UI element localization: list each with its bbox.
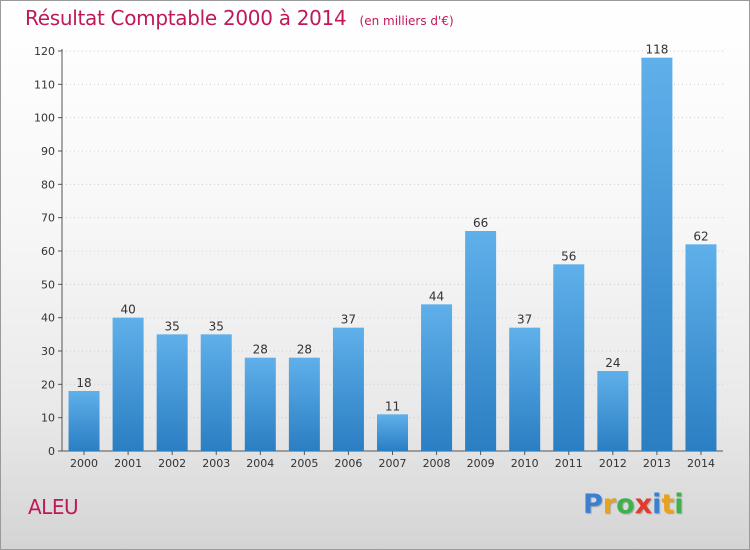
x-tick-label: 2004 [246,457,274,470]
x-tick-label: 2009 [467,457,495,470]
y-tick-label: 10 [41,412,55,425]
chart-title: Résultat Comptable 2000 à 2014 (en milli… [25,6,454,30]
y-tick-label: 30 [41,345,55,358]
bar-2003 [200,334,232,451]
x-tick-label: 2007 [379,457,407,470]
bar-value-label: 18 [76,376,91,390]
x-tick-label: 2010 [511,457,539,470]
y-tick-label: 100 [34,112,55,125]
labels: 0 10 20 30 40 50 60 70 80 90 100 110 120 18 2000 40 2001… [34,43,715,470]
bar-2000 [68,391,100,451]
bar-2004 [244,357,276,451]
x-tick-label: 2002 [158,457,186,470]
bar-2013 [641,57,673,452]
x-tick-label: 2001 [114,457,142,470]
y-tick-label: 40 [41,312,55,325]
bar-2014 [685,244,717,451]
bar-2008 [421,304,453,451]
proxiti-logo: Proxiti [583,489,684,520]
x-tick-label: 2006 [334,457,362,470]
bar-value-label: 44 [429,289,444,303]
location-name: ALEU [28,495,79,519]
y-tick-label: 90 [41,145,55,158]
bar-value-label: 66 [473,216,488,230]
x-tick-label: 2014 [687,457,715,470]
bar-value-label: 24 [605,356,620,370]
bar-value-label: 35 [165,319,180,333]
bar-2005 [288,357,320,451]
y-tick-label: 0 [48,445,55,458]
bar-value-label: 62 [693,229,708,243]
bar-value-label: 118 [645,43,668,57]
y-tick-label: 120 [34,45,55,58]
y-tick-label: 20 [41,378,55,391]
bar-2002 [156,334,188,451]
bar-value-label: 28 [253,343,268,357]
x-tick-label: 2012 [599,457,627,470]
bar-value-label: 37 [517,313,532,327]
x-tick-label: 2011 [555,457,583,470]
x-tick-label: 2008 [423,457,451,470]
y-tick-label: 110 [34,78,55,91]
x-tick-label: 2013 [643,457,671,470]
chart-subtitle-text: (en milliers d'€) [359,14,454,28]
bar-2010 [509,327,541,451]
bar-value-label: 11 [385,399,400,413]
x-tick-label: 2000 [70,457,98,470]
bar-2001 [112,317,144,451]
bar-2006 [332,327,364,451]
bar-value-label: 40 [120,303,135,317]
bar-value-label: 28 [297,343,312,357]
y-tick-label: 80 [41,178,55,191]
x-tick-label: 2003 [202,457,230,470]
bar-value-label: 37 [341,313,356,327]
y-tick-label: 60 [41,245,55,258]
y-tick-label: 50 [41,278,55,291]
bar-2012 [597,371,629,451]
y-tick-label: 70 [41,212,55,225]
x-tick-label: 2005 [290,457,318,470]
chart-title-text: Résultat Comptable 2000 à 2014 [25,6,347,30]
bar-value-label: 56 [561,249,576,263]
bars [68,57,717,452]
bar-2007 [377,414,408,451]
bar-2011 [553,264,585,451]
bar-2009 [465,231,497,451]
bar-value-label: 35 [209,319,224,333]
